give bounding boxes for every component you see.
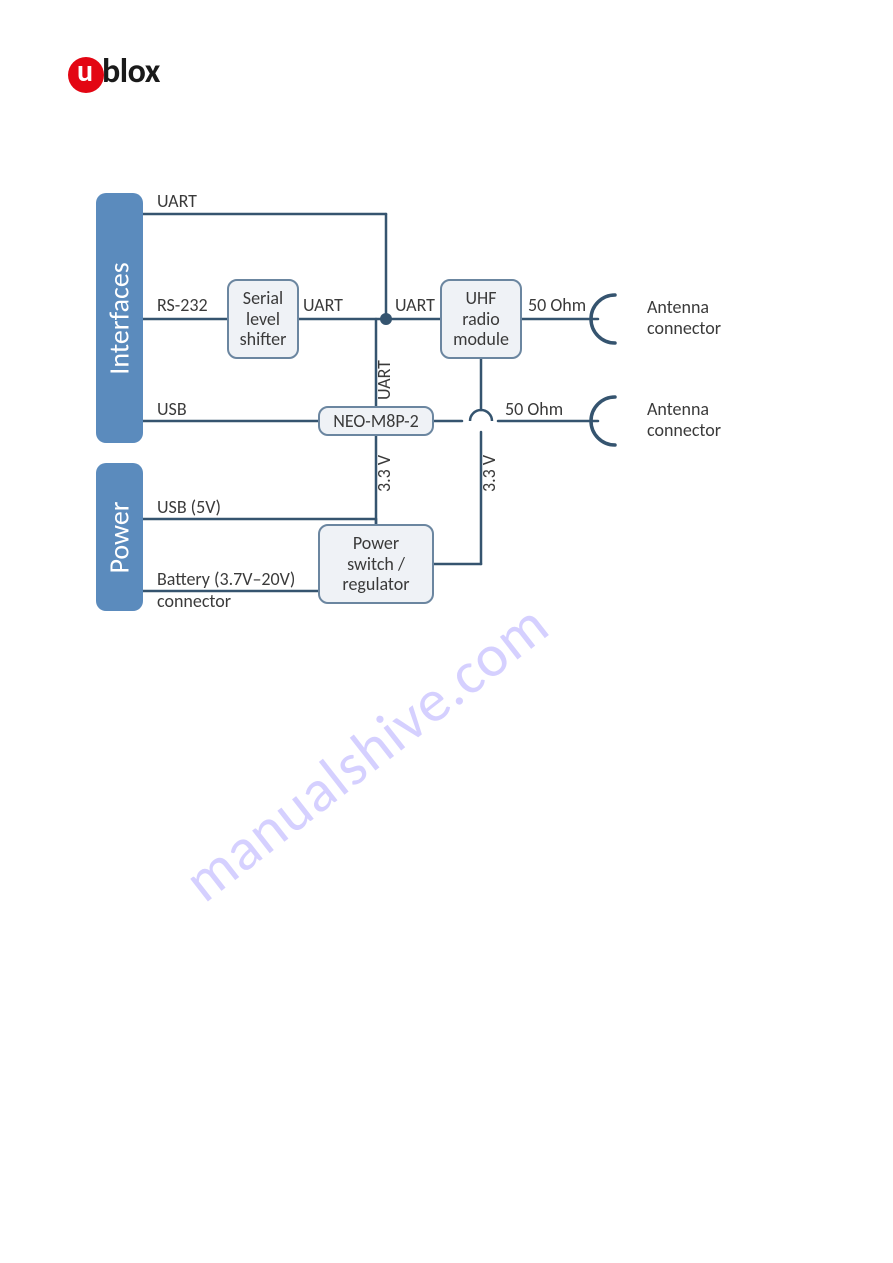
uhf-radio-node: UHFradiomodule (440, 279, 522, 359)
v33-left-label: 3.3 V (373, 455, 395, 492)
battery-label-1: Battery (3.7V–20V) (157, 568, 295, 590)
page: u blox Interfaces Power Seriallevelshift… (0, 0, 893, 1263)
uart-top-label: UART (157, 190, 197, 212)
interfaces-block: Interfaces (96, 193, 143, 443)
power-label: Power (102, 501, 137, 573)
ohm-neo-label: 50 Ohm (505, 398, 563, 420)
powerreg-label: Powerswitch /regulator (342, 533, 409, 595)
neo-label: NEO-M8P-2 (333, 411, 418, 432)
power-regulator-node: Powerswitch /regulator (318, 524, 434, 604)
interfaces-label: Interfaces (102, 262, 137, 374)
v33-right-label: 3.3 V (478, 455, 500, 492)
serial-level-shifter-node: Seriallevelshifter (227, 279, 299, 359)
ohm-uhf-label: 50 Ohm (528, 294, 586, 316)
serial-label: Seriallevelshifter (240, 288, 287, 350)
rs232-label: RS-232 (157, 294, 208, 316)
diagram-svg (0, 0, 893, 1263)
uart-uhf-in-label: UART (395, 294, 435, 316)
uart-vertical-label: UART (373, 360, 395, 400)
neo-m8p-node: NEO-M8P-2 (318, 406, 434, 436)
antenna-connector-2-label: Antennaconnector (647, 399, 721, 440)
usb-interface-label: USB (157, 398, 187, 420)
uhf-label: UHFradiomodule (453, 288, 509, 350)
battery-label-2: connector (157, 590, 231, 612)
power-block: Power (96, 463, 143, 611)
antenna-connector-1-label: Antennaconnector (647, 297, 721, 338)
uart-serial-out-label: UART (303, 294, 343, 316)
usb-5v-label: USB (5V) (157, 496, 221, 518)
